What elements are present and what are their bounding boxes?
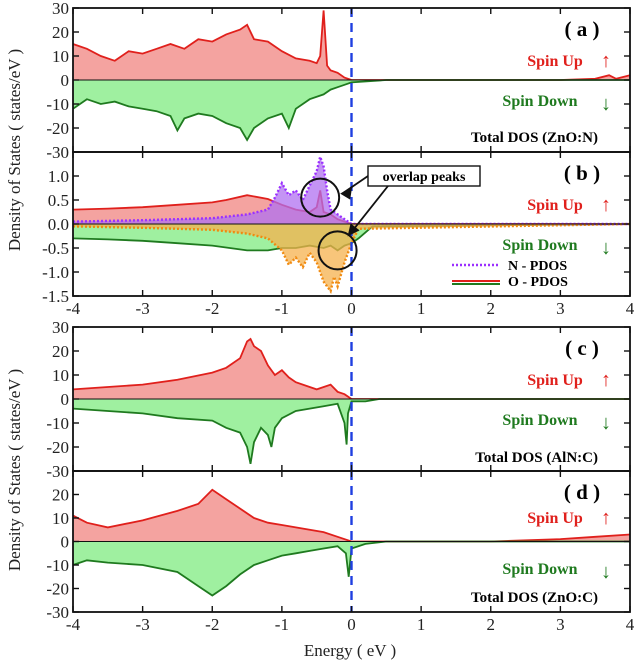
spin-down-arrow-icon: ↓ (601, 412, 611, 434)
overlap-arrowhead-down (347, 223, 360, 237)
y-tick-label: 0 (61, 533, 70, 552)
panel-b: 1.0 0.5 0.0 -0.5 -1.0 -1.5 ( b ) Spin Up ↑ Spin D… (42, 151, 635, 318)
legend-n-pdos-label: N - PDOS (508, 259, 567, 274)
panel-caption: Total DOS (ZnO:C) (471, 590, 598, 606)
series-area-spin-up (73, 489, 630, 542)
overlap-label: overlap peaks (383, 170, 466, 185)
y-tick-label: 30 (52, 318, 69, 337)
x-tick-label: -1 (275, 615, 289, 634)
spin-down-label: Spin Down (502, 412, 577, 429)
y-tick-label: 10 (52, 47, 69, 66)
spin-up-label: Spin Up (527, 372, 583, 389)
spin-down-label: Spin Down (502, 561, 577, 578)
series-area-spin-down (73, 541, 630, 596)
overlap-circle-up (300, 177, 341, 218)
panel-caption: Total DOS (AlN:C) (475, 450, 598, 466)
panel-label: ( c ) (565, 336, 599, 360)
overlap-circle-down (317, 230, 358, 271)
y-tick-label: -0.5 (42, 239, 69, 258)
spin-up-label: Spin Up (527, 53, 583, 70)
y-tick-label: -10 (46, 95, 69, 114)
y-tick-label: 20 (52, 23, 69, 42)
spin-down-arrow-icon: ↓ (601, 93, 611, 115)
y-tick-label: -20 (46, 438, 69, 457)
x-tick-label: 2 (487, 299, 496, 318)
x-tick-label: -2 (205, 615, 219, 634)
y-tick-label: -20 (46, 119, 69, 138)
spin-down-label: Spin Down (502, 237, 577, 254)
series-line-spin-down (73, 540, 630, 597)
spin-up-label: Spin Up (527, 510, 583, 527)
x-tick-label: -4 (66, 615, 81, 634)
panel-label: ( b ) (564, 161, 600, 185)
y-tick-label: 10 (52, 366, 69, 385)
y-axis-title-bottom: Density of States ( states/eV ) (5, 369, 24, 571)
y-tick-label: 10 (52, 509, 69, 528)
plot-area-c (73, 327, 630, 471)
plot-area-a (73, 8, 630, 152)
x-tick-label: -4 (66, 299, 81, 318)
x-tick-label: 2 (487, 615, 496, 634)
y-tick-label: -20 (46, 580, 69, 599)
panel-label: ( a ) (565, 17, 600, 41)
overlap-arrowhead-up (340, 186, 353, 200)
panel-a: 30 20 10 0 -10 -20 -30 ( a ) Spin Up ↑ Spin Down ↓T… (46, 0, 631, 162)
x-tick-label: 0 (347, 299, 356, 318)
x-tick-label: -1 (275, 299, 289, 318)
x-tick-label: -3 (136, 299, 150, 318)
spin-up-arrow-icon: ↑ (601, 507, 611, 529)
x-tick-label: -3 (136, 615, 150, 634)
x-tick-label: 1 (417, 615, 426, 634)
y-tick-label: -30 (46, 143, 69, 162)
overlap-arrow-down (348, 185, 389, 235)
spin-up-label: Spin Up (527, 197, 583, 214)
x-tick-label: 0 (347, 615, 356, 634)
x-axis-title: Energy ( eV ) (304, 641, 396, 660)
x-tick-label: 3 (556, 299, 565, 318)
plot-area-d (73, 471, 630, 612)
series-line-n-pdos (73, 152, 630, 226)
y-tick-label: -1.5 (42, 287, 69, 306)
spin-down-arrow-icon: ↓ (601, 237, 611, 259)
y-tick-label: 0 (61, 390, 70, 409)
series-line-spin-down (73, 79, 630, 142)
series-area-spin-up (73, 339, 630, 399)
y-tick-label: 0 (61, 71, 70, 90)
y-tick-label: -30 (46, 462, 69, 481)
series-area-spin-up (73, 190, 630, 224)
spin-up-arrow-icon: ↑ (601, 194, 611, 216)
series-line-spin-down (73, 398, 630, 464)
panel-caption: Total DOS (ZnO:N) (471, 130, 598, 146)
spin-up-arrow-icon: ↑ (601, 50, 611, 72)
panel-c: 30 20 10 0 -10 -20 -30 ( c ) Spin Up ↑ Spin Down ↓T… (46, 318, 631, 481)
y-tick-label: -30 (46, 603, 69, 622)
series-line-spin-up (73, 337, 630, 400)
x-tick-label: -2 (205, 299, 219, 318)
y-tick-label: -1.0 (42, 263, 69, 282)
spin-down-label: Spin Down (502, 93, 577, 110)
x-tick-label: 4 (626, 615, 635, 634)
series-area-spin-down (73, 80, 630, 140)
panel-label: ( d ) (564, 480, 600, 504)
x-tick-label: 1 (417, 299, 426, 318)
y-tick-label: 20 (52, 342, 69, 361)
y-tick-label: 20 (52, 486, 69, 505)
spin-down-arrow-icon: ↓ (601, 561, 611, 583)
y-axis-title-top: Density of States ( states/eV ) (5, 49, 24, 251)
y-tick-label: -10 (46, 414, 69, 433)
y-tick-label: 0.5 (48, 191, 69, 210)
y-tick-label: 30 (52, 0, 69, 18)
y-tick-label: -10 (46, 556, 69, 575)
legend-o-pdos-label: O - PDOS (508, 275, 568, 290)
series-area-spin-down (73, 399, 630, 464)
series-area-spin-up (73, 10, 630, 80)
x-tick-label: 4 (626, 299, 635, 318)
x-tick-label: 3 (556, 615, 565, 634)
y-tick-label: 1.0 (48, 167, 69, 186)
spin-up-arrow-icon: ↑ (601, 369, 611, 391)
y-tick-label: 0.0 (48, 215, 69, 234)
